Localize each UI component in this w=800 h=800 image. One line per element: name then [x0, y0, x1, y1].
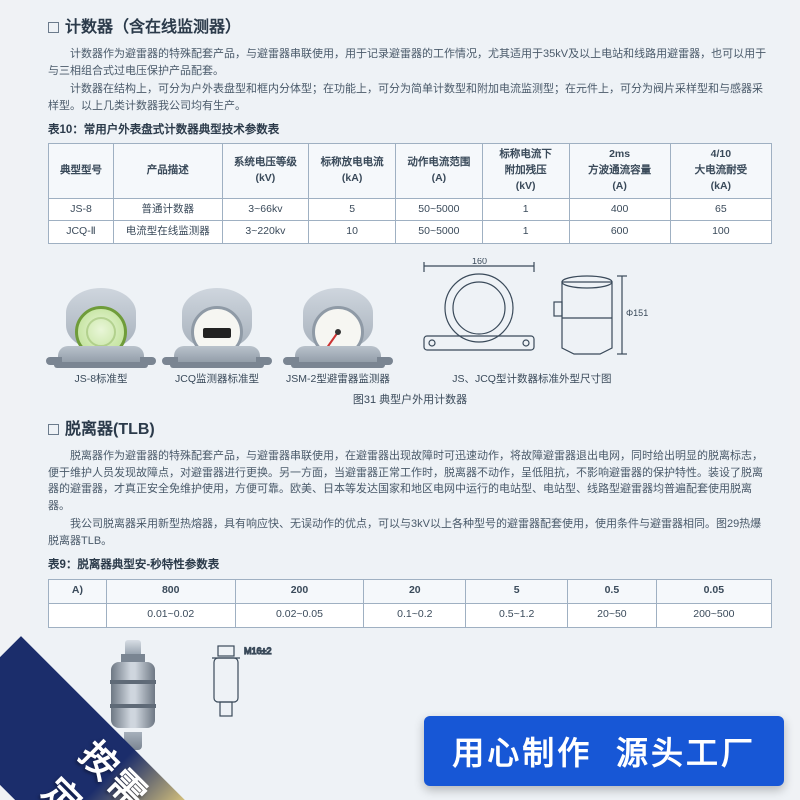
svg-text:M16±2: M16±2: [244, 646, 271, 656]
cell: 65: [670, 198, 771, 221]
cell: 1: [482, 221, 569, 244]
table10-row0: JS-8 普通计数器 3~66kv 5 50~5000 1 400 65: [49, 198, 772, 221]
section1-title-text: 计数器（含在线监测器）: [65, 19, 241, 36]
dim-width: 160: [472, 258, 487, 266]
cell: 200~500: [656, 603, 771, 627]
promo-badge: 用心制作 源头工厂: [424, 716, 784, 786]
table10-col5: 标称电流下附加残压(kV): [482, 144, 569, 198]
outline-drawing-icon: 160 Φ151: [412, 258, 652, 368]
table10-col3: 标称放电电流(kA): [309, 144, 396, 198]
square-bullet-icon: [48, 424, 59, 435]
cell: 400: [569, 198, 670, 221]
cell: 0.1~0.2: [364, 603, 466, 627]
cell: 0.5: [568, 579, 657, 603]
section1-para2: 计数器在结构上，可分为户外表盘型和框内分体型；在功能上，可分为简单计数型和附加电…: [48, 81, 772, 114]
cell: 20: [364, 579, 466, 603]
cell: 50~5000: [396, 198, 483, 221]
page-root: 计数器（含在线监测器） 计数器作为避雷器的特殊配套产品，与避雷器串联使用，用于记…: [0, 0, 800, 800]
product-jsm2-caption: JSM-2型避雷器监测器: [286, 372, 390, 388]
table10-header-row: 典型型号 产品描述 系统电压等级(kV) 标称放电电流(kA) 动作电流范围(A…: [49, 144, 772, 198]
product-row: JS-8标准型 JCQ监测器标准型 JSM-2型避雷器监测器: [54, 258, 772, 388]
table10-col1: 产品描述: [114, 144, 222, 198]
tech-drawing: 160 Φ151 JS、JCQ型计数器标准外型尺寸图: [412, 258, 652, 388]
cell: JS-8: [49, 198, 114, 221]
table10-col6: 2ms方波通流容量(A): [569, 144, 670, 198]
cell: 10: [309, 221, 396, 244]
cell: 5: [309, 198, 396, 221]
cell: 200: [235, 579, 364, 603]
counter-device-icon: [170, 280, 264, 368]
product-jcq: JCQ监测器标准型: [170, 280, 264, 388]
square-bullet-icon: [48, 22, 59, 33]
badge-line1: 用心制作: [452, 735, 592, 771]
section2-para1: 脱离器作为避雷器的特殊配套产品，与避雷器串联使用，在避雷器出现故障时可迅速动作，…: [48, 448, 772, 514]
counter-device-icon: [54, 280, 148, 368]
section2-title: 脱离器(TLB): [48, 418, 772, 442]
cell: JCQ-Ⅱ: [49, 221, 114, 244]
section1-title: 计数器（含在线监测器）: [48, 16, 772, 40]
badge-line2: 源头工厂: [616, 735, 756, 771]
cell: 普通计数器: [114, 198, 222, 221]
section2-title-text: 脱离器(TLB): [65, 421, 155, 438]
table10-col0: 典型型号: [49, 144, 114, 198]
product-js8: JS-8标准型: [54, 280, 148, 388]
figure31-caption: 图31 典型户外用计数器: [48, 392, 772, 409]
cell: 3~220kv: [222, 221, 309, 244]
cell: 20~50: [568, 603, 657, 627]
cell: 电流型在线监测器: [114, 221, 222, 244]
cell: 1: [482, 198, 569, 221]
table10-caption: 表10：常用户外表盘式计数器典型技术参数表: [48, 122, 772, 139]
section2-para2: 我公司脱离器采用新型热熔器，具有响应快、无误动作的优点，可以与3kV以上各种型号…: [48, 516, 772, 549]
cell: 3~66kv: [222, 198, 309, 221]
tlb-outline-icon: M16±2: [198, 640, 418, 750]
cell: 5: [466, 579, 568, 603]
cell: 0.5~1.2: [466, 603, 568, 627]
table10-col2: 系统电压等级(kV): [222, 144, 309, 198]
product-jcq-caption: JCQ监测器标准型: [175, 372, 259, 388]
promo-ribbon: 按需 定制: [0, 590, 210, 800]
section1-para1: 计数器作为避雷器的特殊配套产品，与避雷器串联使用，用于记录避雷器的工作情况，尤其…: [48, 46, 772, 79]
tech-drawing-caption: JS、JCQ型计数器标准外型尺寸图: [452, 372, 611, 388]
table10: 典型型号 产品描述 系统电压等级(kV) 标称放电电流(kA) 动作电流范围(A…: [48, 143, 772, 244]
product-js8-caption: JS-8标准型: [74, 372, 127, 388]
cell: 100: [670, 221, 771, 244]
cell: 50~5000: [396, 221, 483, 244]
cell: 0.05: [656, 579, 771, 603]
counter-device-icon: [291, 280, 385, 368]
table10-col4: 动作电流范围(A): [396, 144, 483, 198]
cell: 0.02~0.05: [235, 603, 364, 627]
table10-row1: JCQ-Ⅱ 电流型在线监测器 3~220kv 10 50~5000 1 600 …: [49, 221, 772, 244]
table9-caption: 表9：脱离器典型安-秒特性参数表: [48, 557, 772, 574]
cell: 600: [569, 221, 670, 244]
product-jsm2: JSM-2型避雷器监测器: [286, 280, 390, 388]
table10-col7: 4/10大电流耐受(kA): [670, 144, 771, 198]
dim-dia: Φ151: [626, 308, 648, 318]
